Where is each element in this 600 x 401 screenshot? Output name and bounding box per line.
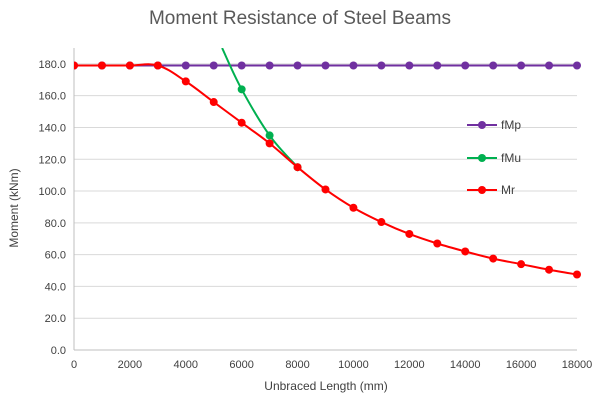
data-point-mr bbox=[433, 239, 442, 248]
data-point-fmp bbox=[237, 61, 246, 70]
data-point-mr bbox=[573, 270, 581, 279]
data-point-fmp bbox=[461, 61, 470, 70]
legend-label-fmu: fMu bbox=[501, 151, 521, 165]
y-tick-label: 0.0 bbox=[51, 345, 66, 357]
y-tick-labels: 0.0 20.0 40.0 60.0 80.0 100.0 120.0 140.0 160.0 1… bbox=[38, 59, 66, 357]
x-tick-label: 10000 bbox=[338, 359, 369, 371]
x-tick-label: 6000 bbox=[229, 359, 253, 371]
x-tick-label: 12000 bbox=[394, 359, 425, 371]
axes bbox=[73, 48, 577, 351]
legend-label-mr: Mr bbox=[501, 183, 515, 197]
data-point-mr bbox=[377, 218, 386, 227]
data-point-mr bbox=[517, 260, 526, 269]
data-point-fmp bbox=[433, 61, 442, 70]
data-point-mr bbox=[181, 77, 190, 86]
data-point-fmu bbox=[265, 131, 274, 140]
chart-title: Moment Resistance of Steel Beams bbox=[149, 8, 451, 29]
x-tick-label: 14000 bbox=[450, 359, 481, 371]
x-tick-label: 8000 bbox=[285, 359, 309, 371]
data-point-mr bbox=[405, 229, 414, 238]
x-tick-label: 4000 bbox=[174, 359, 198, 371]
legend-marker-fmp bbox=[478, 121, 486, 129]
data-point-mr bbox=[321, 185, 330, 194]
data-point-fmp bbox=[489, 61, 498, 70]
y-tick-label: 160.0 bbox=[38, 91, 66, 103]
data-point-fmp bbox=[293, 61, 302, 70]
x-tick-labels: 0 2000 4000 6000 8000 10000 12000 14000 16000 180… bbox=[71, 359, 592, 371]
data-point-fmp bbox=[265, 61, 274, 70]
legend-marker-mr bbox=[478, 186, 486, 194]
series-mr bbox=[74, 61, 581, 279]
data-point-mr bbox=[125, 61, 134, 70]
legend: fMp fMu Mr bbox=[467, 118, 521, 197]
y-tick-label: 180.0 bbox=[38, 59, 66, 71]
y-tick-label: 120.0 bbox=[38, 154, 66, 166]
data-point-mr bbox=[461, 247, 470, 256]
data-point-mr bbox=[74, 61, 78, 70]
y-axis-label: Moment (kNm) bbox=[7, 168, 21, 247]
data-point-mr bbox=[97, 61, 106, 70]
data-point-fmu bbox=[237, 85, 246, 94]
data-point-fmp bbox=[545, 61, 554, 70]
data-point-fmp bbox=[573, 61, 581, 70]
x-tick-label: 16000 bbox=[506, 359, 537, 371]
y-tick-label: 140.0 bbox=[38, 122, 66, 134]
data-point-fmp bbox=[181, 61, 190, 70]
y-tick-label: 80.0 bbox=[45, 218, 66, 230]
legend-marker-fmu bbox=[478, 154, 486, 162]
y-tick-label: 60.0 bbox=[45, 250, 66, 262]
y-tick-label: 40.0 bbox=[45, 281, 66, 293]
data-point-mr bbox=[237, 118, 246, 127]
series-line-fmu bbox=[221, 48, 299, 168]
data-point-fmp bbox=[321, 61, 330, 70]
data-point-mr bbox=[545, 265, 554, 274]
legend-label-fmp: fMp bbox=[501, 118, 521, 132]
x-tick-label: 18000 bbox=[562, 359, 593, 371]
data-point-mr bbox=[349, 203, 358, 212]
data-point-mr bbox=[489, 254, 498, 263]
data-point-fmp bbox=[209, 61, 218, 70]
data-point-mr bbox=[209, 98, 218, 107]
data-point-mr bbox=[293, 163, 302, 172]
data-point-fmp bbox=[517, 61, 526, 70]
data-point-mr bbox=[153, 61, 162, 70]
data-point-fmp bbox=[377, 61, 386, 70]
data-point-fmp bbox=[349, 61, 358, 70]
series-lines bbox=[74, 48, 581, 279]
x-axis-label: Unbraced Length (mm) bbox=[264, 379, 387, 393]
y-tick-label: 100.0 bbox=[38, 186, 66, 198]
series-fmp bbox=[74, 61, 581, 70]
data-point-mr bbox=[265, 139, 274, 148]
x-tick-label: 0 bbox=[71, 359, 77, 371]
x-tick-label: 2000 bbox=[118, 359, 142, 371]
data-point-fmp bbox=[405, 61, 414, 70]
y-tick-label: 20.0 bbox=[45, 313, 66, 325]
